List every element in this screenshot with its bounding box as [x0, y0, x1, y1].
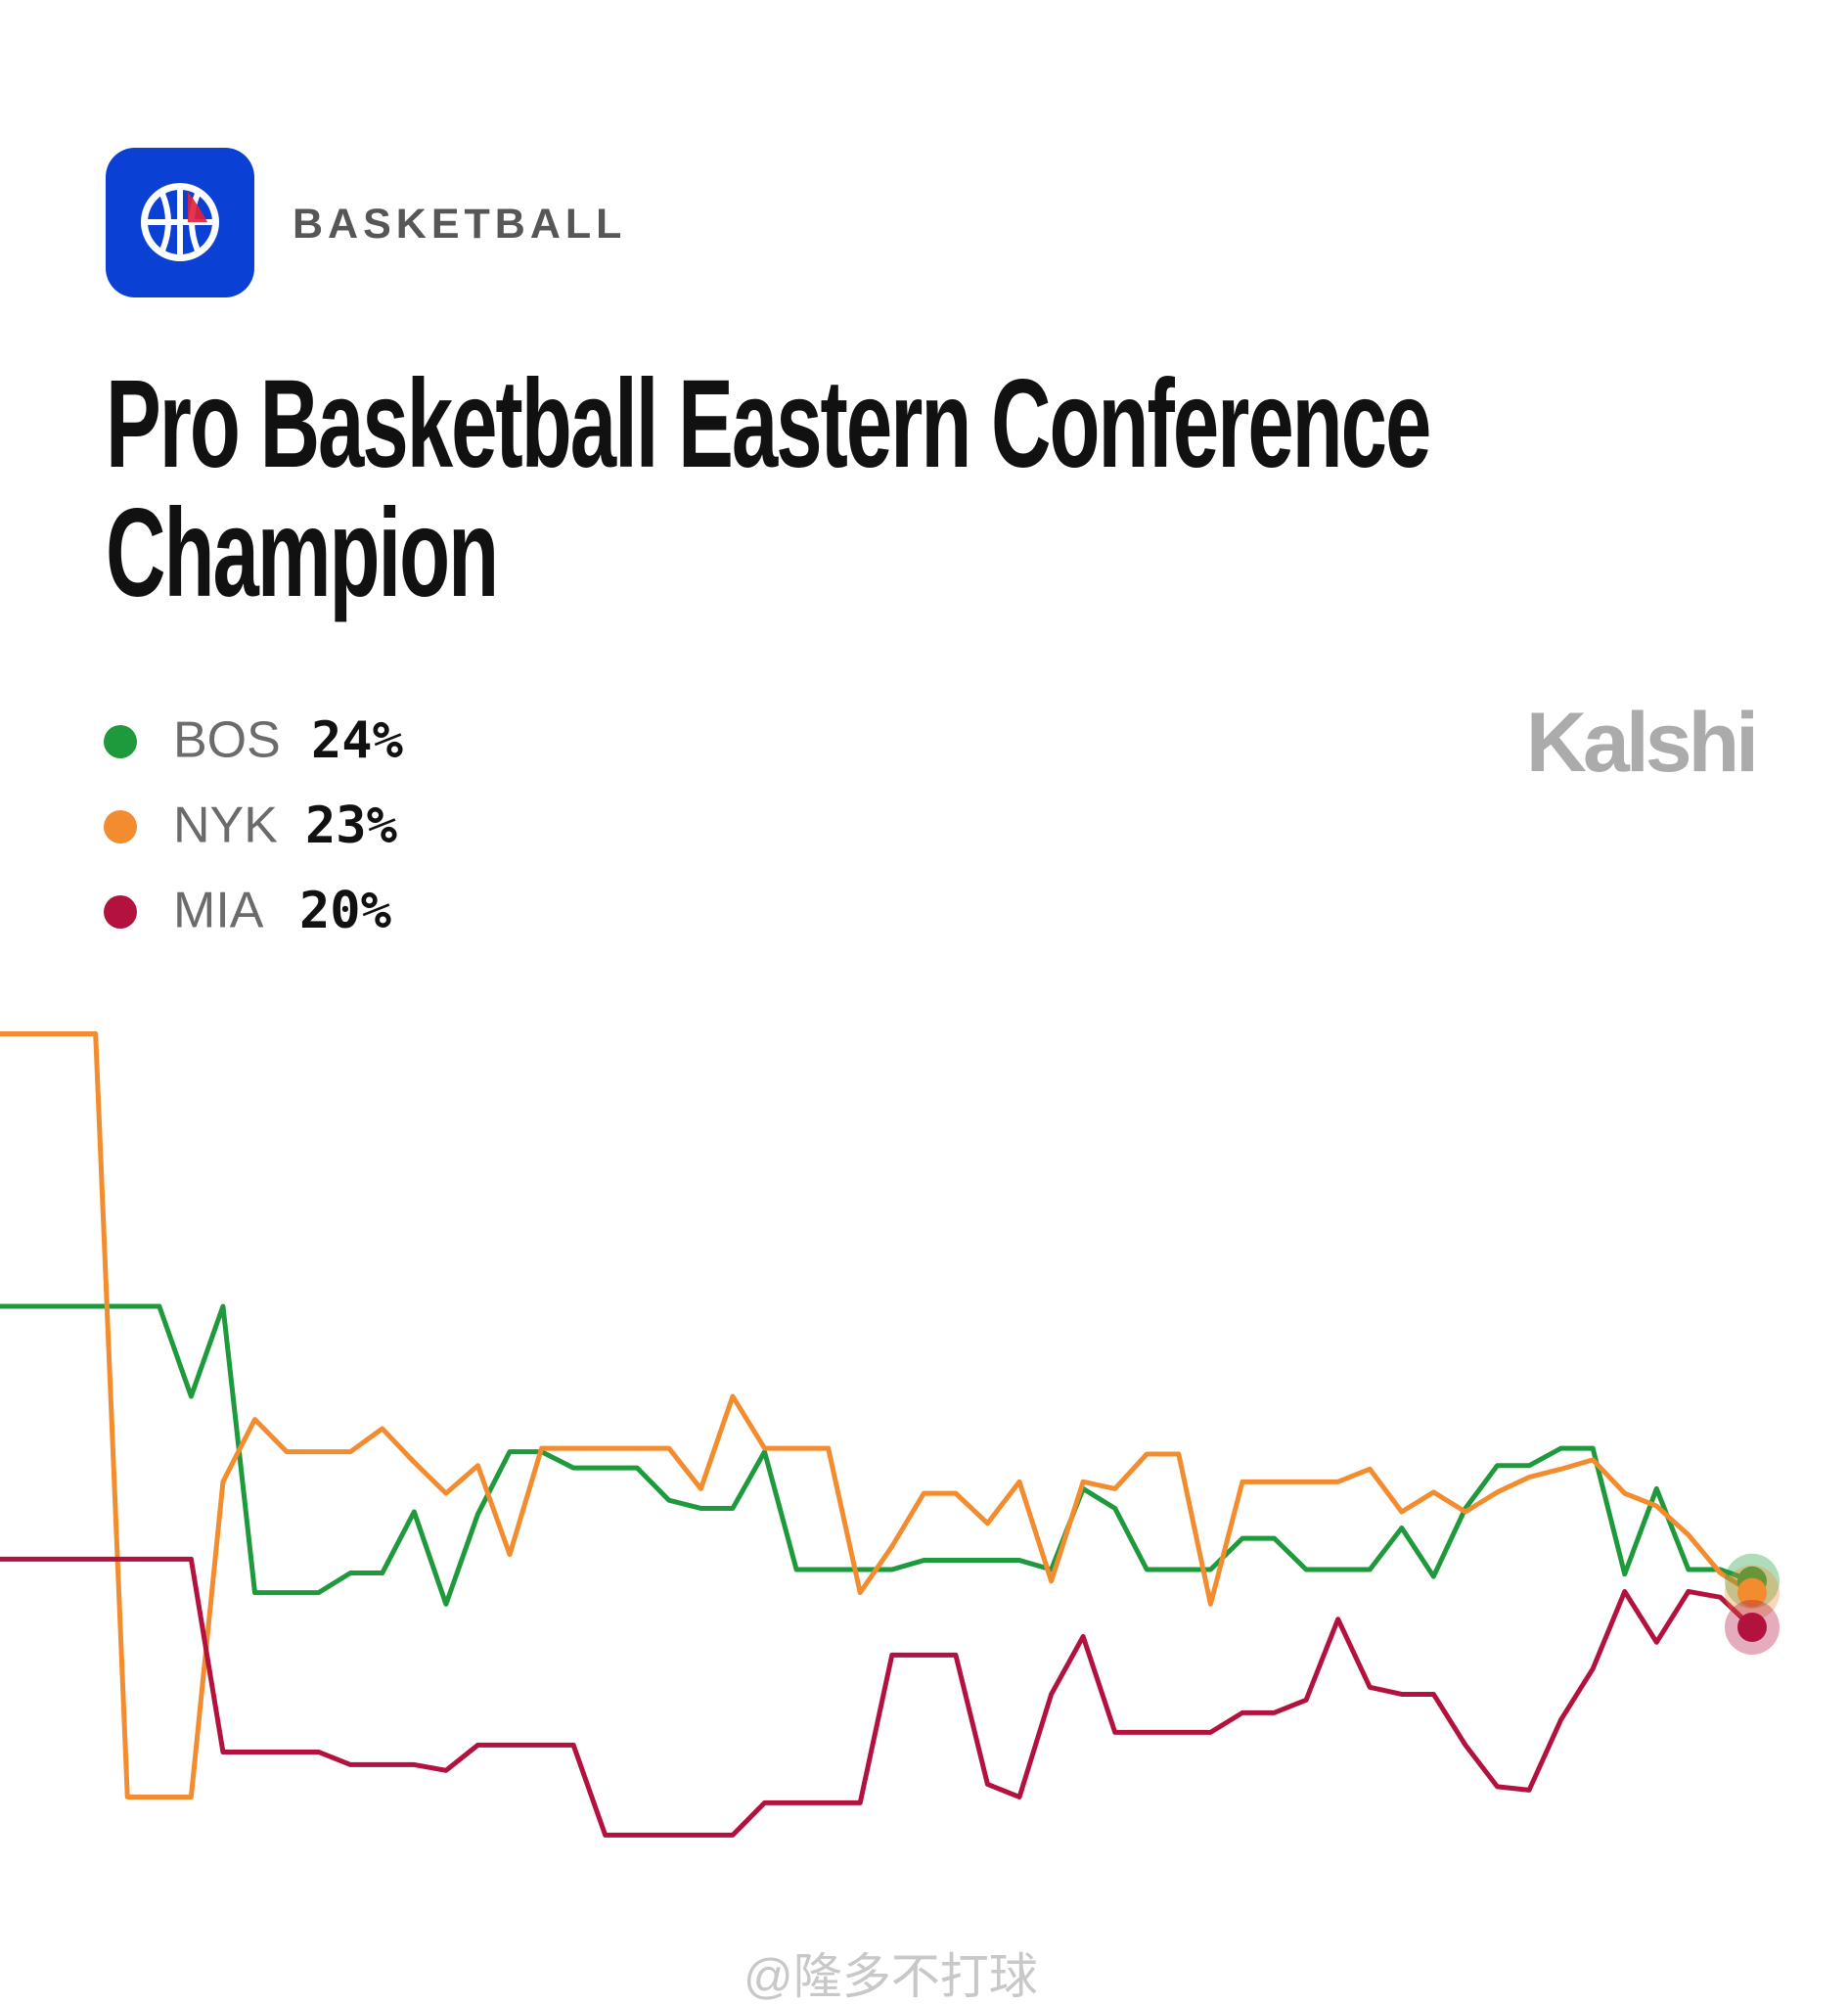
sport-icon [106, 148, 254, 297]
series-line [0, 1556, 1754, 1838]
legend-value: 20% [299, 882, 391, 940]
series-line [0, 1030, 1754, 1799]
end-dot [1737, 1613, 1767, 1642]
legend-value: 23% [305, 797, 397, 855]
legend-value: 24% [311, 711, 403, 770]
category: BASKETBALL [293, 201, 627, 248]
legend-name: MIA [173, 883, 264, 939]
end-dot [1737, 1577, 1767, 1608]
legend-name: BOS [173, 712, 281, 769]
chart-title: Pro Basketball Eastern Conference Champi… [106, 354, 1431, 623]
watermark: @隆多不打球 [744, 1949, 1038, 2004]
legend-name: NYK [173, 797, 278, 854]
brand: Kalshi [1525, 696, 1759, 790]
series-line [0, 1303, 1753, 1607]
basketball-glyph [141, 183, 219, 261]
legend-dot [104, 810, 137, 843]
legend-dot [104, 895, 137, 929]
legend-dot [104, 725, 137, 758]
